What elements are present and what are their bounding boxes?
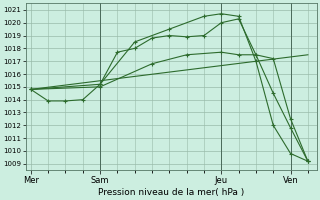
X-axis label: Pression niveau de la mer( hPa ): Pression niveau de la mer( hPa ) <box>98 188 244 197</box>
